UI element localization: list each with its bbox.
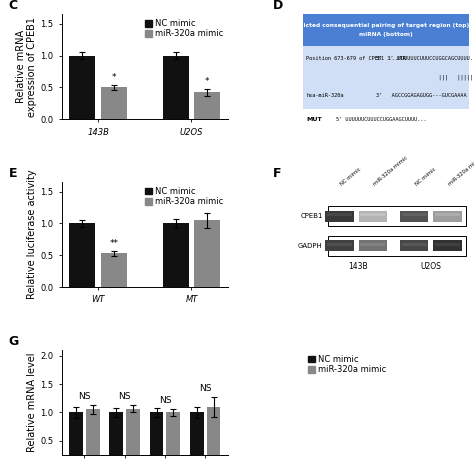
Bar <box>190 412 204 469</box>
Text: CPEB1: CPEB1 <box>301 213 323 219</box>
Text: MUT: MUT <box>306 117 322 122</box>
Legend: NC mimic, miR-320a mimic: NC mimic, miR-320a mimic <box>307 354 387 375</box>
Y-axis label: Relative mRNA
expression of CPEB1: Relative mRNA expression of CPEB1 <box>16 17 37 117</box>
Text: Position 673-679 of CPEB1 3’ UTR: Position 673-679 of CPEB1 3’ UTR <box>306 56 406 61</box>
Text: miRNA (bottom): miRNA (bottom) <box>359 32 413 36</box>
Bar <box>69 55 95 119</box>
Text: G: G <box>9 335 18 348</box>
Bar <box>163 224 189 287</box>
Text: Predicted consequential pairing of target region (top) and: Predicted consequential pairing of targe… <box>288 23 474 28</box>
Bar <box>126 409 140 469</box>
Bar <box>434 240 462 251</box>
Bar <box>325 211 354 221</box>
Text: 3’   AGCCGGAGAGUGG---GUCGAAAA: 3’ AGCCGGAGAGUGG---GUCGAAAA <box>376 92 467 98</box>
Bar <box>194 220 220 287</box>
Text: U2OS: U2OS <box>420 262 441 271</box>
Text: miR-320a mimic: miR-320a mimic <box>447 155 474 187</box>
Bar <box>86 409 100 469</box>
Bar <box>163 55 189 119</box>
Legend: NC mimic, miR-320a mimic: NC mimic, miR-320a mimic <box>144 18 224 39</box>
Text: 5’ UUUUUUCUUUCCUGGAAGCUUUU...: 5’ UUUUUUCUUUCCUGGAAGCUUUU... <box>336 117 427 122</box>
Bar <box>303 46 469 109</box>
Bar <box>328 206 466 226</box>
Bar <box>360 213 385 216</box>
Y-axis label: Relative mRNA level: Relative mRNA level <box>27 353 37 452</box>
Text: NS: NS <box>118 392 131 401</box>
Text: hsa-miR-320a: hsa-miR-320a <box>306 92 344 98</box>
Y-axis label: Relative luciferase activity: Relative luciferase activity <box>27 170 37 300</box>
Text: NC mimic: NC mimic <box>414 167 437 187</box>
Text: 143B: 143B <box>348 262 368 271</box>
Text: *: * <box>205 77 210 86</box>
Bar <box>402 243 427 246</box>
Bar <box>69 224 95 287</box>
Bar <box>69 412 83 469</box>
Text: NS: NS <box>199 384 211 393</box>
Bar <box>194 92 220 119</box>
Text: F: F <box>273 167 282 180</box>
Text: C: C <box>9 0 18 12</box>
Bar <box>327 213 352 216</box>
Text: |||   |||||||: ||| ||||||| <box>376 74 474 80</box>
Bar <box>328 236 466 255</box>
Bar <box>400 240 428 251</box>
Bar <box>325 240 354 251</box>
Text: 5’  ...UUUUUUCUUUCCUGGCAGCUUUU...: 5’ ...UUUUUUCUUUCCUGGCAGCUUUU... <box>376 56 474 61</box>
Text: NC mimic: NC mimic <box>339 167 362 187</box>
Bar <box>359 211 387 221</box>
Bar <box>435 243 460 246</box>
Text: GADPH: GADPH <box>298 243 323 249</box>
Text: **: ** <box>109 239 118 248</box>
Bar <box>109 412 123 469</box>
Text: D: D <box>273 0 283 12</box>
Bar <box>166 412 180 469</box>
Bar <box>400 211 428 221</box>
Bar <box>303 14 469 46</box>
Bar <box>434 211 462 221</box>
Bar <box>150 412 164 469</box>
Bar <box>360 243 385 246</box>
Bar <box>359 240 387 251</box>
Bar <box>207 407 220 469</box>
Text: NS: NS <box>78 392 91 401</box>
Text: E: E <box>9 167 17 180</box>
Text: *: * <box>112 73 116 82</box>
Bar <box>402 213 427 216</box>
Bar <box>435 213 460 216</box>
Bar <box>101 87 127 119</box>
Text: miR-320a mimic: miR-320a mimic <box>373 155 409 187</box>
Bar <box>327 243 352 246</box>
Legend: NC mimic, miR-320a mimic: NC mimic, miR-320a mimic <box>144 186 224 207</box>
Text: NS: NS <box>159 395 171 404</box>
Bar <box>101 254 127 287</box>
